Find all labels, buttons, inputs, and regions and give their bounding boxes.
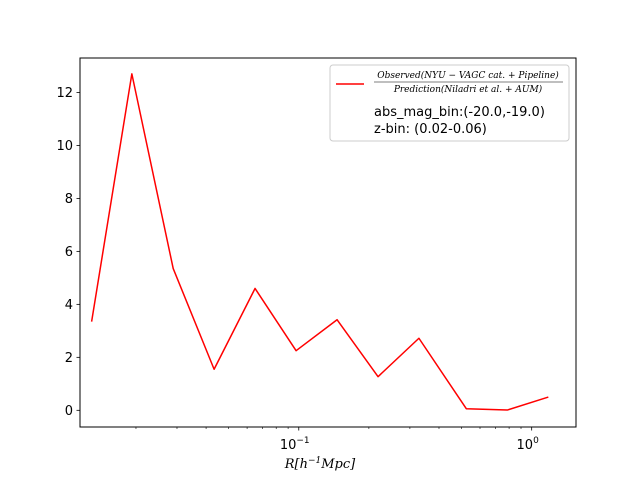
legend: Observed(NYU − VAGC cat. + Pipeline) Pre… [329,64,570,142]
y-tick-label: 0 [65,404,73,419]
legend-redshift-bin: z-bin: (0.02-0.06) [374,122,487,137]
y-tick-label: 2 [65,351,73,366]
x-axis-label: R[h−1Mpc] [284,456,356,472]
y-tick-label: 4 [65,298,73,313]
legend-box [329,64,570,142]
axes-frame [79,57,577,428]
x-tick-label: 100 [517,436,540,453]
legend-label-denominator: Prediction(Niladri et al. + AUM) [393,84,543,95]
legend-label-numerator: Observed(NYU − VAGC cat. + Pipeline) [377,70,559,81]
y-axis: 0 2 4 6 8 10 12 [56,86,80,419]
y-tick-label: 6 [65,245,73,260]
y-tick-label: 10 [56,139,73,154]
y-tick-label: 8 [65,192,73,207]
legend-magnitude-bin: abs_mag_bin:(-20.0,-19.0) [374,105,545,120]
y-tick-label: 12 [56,86,73,101]
x-tick-label: 10−1 [280,436,310,453]
series-line-0 [90,73,549,411]
x-axis: 10−1 100 [135,427,540,453]
plot-area [90,73,549,411]
